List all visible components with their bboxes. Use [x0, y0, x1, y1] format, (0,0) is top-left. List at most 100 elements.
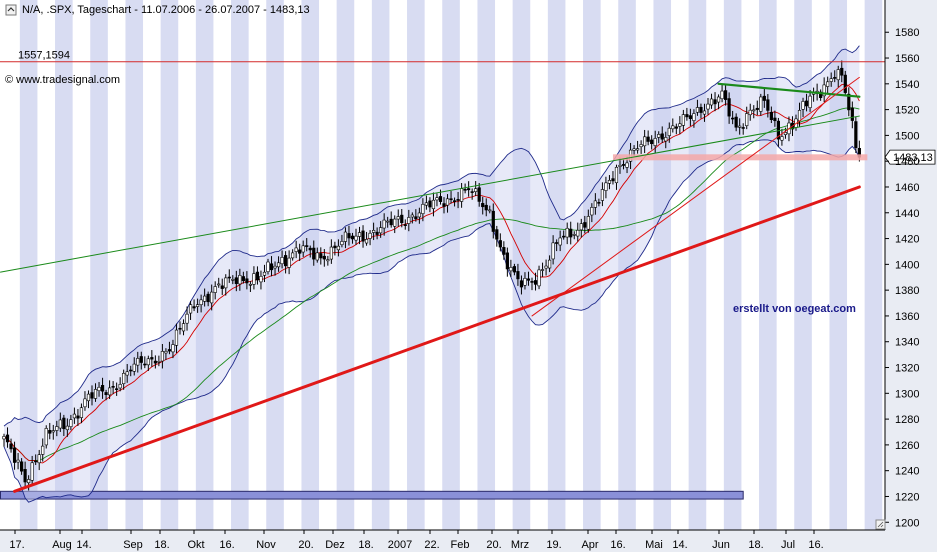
candle-body — [558, 237, 562, 246]
candle-body — [206, 293, 210, 303]
candle-body — [692, 113, 696, 121]
y-tick-label: 1340 — [895, 337, 919, 349]
support-zone — [612, 154, 868, 161]
candle-body — [231, 279, 235, 281]
candle-body — [93, 389, 98, 399]
support-trend-line — [13, 185, 861, 493]
candle-body — [357, 232, 362, 237]
candle-body — [854, 121, 858, 149]
candle-body — [100, 385, 105, 392]
x-tick-label: Apr — [581, 539, 598, 551]
candle-body — [801, 101, 805, 110]
moving-averages — [3, 83, 860, 464]
candle-body — [741, 127, 745, 129]
candle-body — [273, 265, 277, 269]
week-stripe — [723, 0, 742, 530]
candle-body — [199, 299, 203, 306]
candle-body — [329, 246, 333, 260]
candle-body — [410, 214, 414, 218]
candle-body — [523, 277, 527, 286]
candle-body — [713, 99, 717, 105]
candle-body — [224, 277, 228, 289]
candle-body — [537, 269, 541, 287]
candle-body — [2, 436, 6, 440]
candle-body — [783, 132, 788, 135]
candle-body — [104, 392, 108, 395]
candle-body — [174, 329, 179, 346]
candle-body — [650, 139, 654, 145]
bollinger-upper — [3, 45, 860, 427]
candle-body — [287, 257, 291, 268]
y-tick-label: 1440 — [895, 208, 919, 220]
candle-body — [590, 207, 594, 216]
y-tick-label: 1220 — [895, 491, 919, 503]
candle-body — [467, 188, 471, 191]
candle-body — [41, 445, 45, 455]
candle-body — [5, 434, 10, 443]
candle-body — [396, 216, 400, 220]
candle-body — [153, 360, 157, 364]
axes: 1200 1220 1240 1260 1280 1300 1320 1340 1360 1380… — [0, 0, 919, 551]
candle-body — [611, 178, 615, 182]
candle-body — [667, 127, 671, 136]
candle-body — [424, 202, 429, 206]
candle-body — [544, 265, 548, 269]
candle-body — [748, 109, 752, 116]
candle-body — [283, 255, 288, 267]
candle-body — [414, 216, 418, 220]
candle-body — [431, 199, 436, 209]
candle-body — [833, 77, 837, 79]
candle-body — [417, 212, 421, 218]
candle-body — [333, 245, 337, 249]
candle-body — [181, 323, 186, 332]
candle-body — [347, 233, 351, 239]
candle-body — [361, 230, 365, 242]
candle-body — [48, 430, 52, 434]
menu-toggle-icon[interactable] — [5, 4, 17, 16]
candle-body — [716, 96, 721, 103]
y-tick-label: 1400 — [895, 259, 919, 271]
y-tick-label: 1540 — [895, 79, 919, 91]
x-tick-label: 20. — [298, 539, 313, 551]
x-tick-label: Sep — [123, 539, 143, 551]
candle-body — [664, 137, 668, 142]
candle-body — [217, 283, 221, 286]
candle-body — [122, 372, 126, 385]
candle-body — [551, 242, 555, 260]
candle-body — [203, 295, 207, 302]
candle-body — [108, 387, 112, 396]
candle-body — [400, 214, 404, 224]
candle-body — [660, 133, 664, 140]
candle-body — [245, 278, 249, 284]
candle-body — [759, 96, 763, 112]
candle-body — [178, 327, 182, 330]
candle-body — [343, 231, 348, 242]
candle-body — [709, 98, 714, 106]
x-tick-label: Mai — [645, 539, 663, 551]
candle-body — [97, 386, 101, 392]
candle-body — [139, 356, 143, 363]
candle-body — [734, 116, 738, 128]
candle-body — [266, 261, 270, 272]
candle-body — [445, 198, 450, 206]
candle-body — [118, 384, 122, 389]
week-stripe — [583, 0, 601, 530]
x-tick-label: Aug — [52, 539, 72, 551]
candle-body — [540, 269, 545, 271]
candle-body — [371, 230, 376, 233]
y-tick-label: 1420 — [895, 234, 919, 246]
candle-body — [819, 91, 823, 98]
candle-body — [762, 95, 766, 101]
x-tick-label: Dez — [325, 539, 345, 551]
candle-body — [643, 136, 647, 147]
week-stripe — [864, 0, 883, 530]
candle-body — [509, 267, 513, 272]
week-stripe — [231, 0, 249, 530]
candle-body — [555, 242, 559, 244]
trend-lines — [0, 61, 885, 493]
candle-body — [597, 202, 601, 204]
candle-body — [115, 388, 119, 390]
moving-average-green — [3, 107, 860, 462]
candle-body — [157, 361, 161, 363]
